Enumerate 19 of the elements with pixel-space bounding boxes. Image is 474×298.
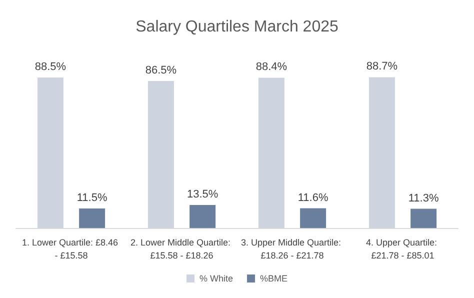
data-label: 11.5% (76, 192, 108, 204)
bar (300, 208, 326, 228)
x-tick-label: 3. Upper Middle Quartile: £18.26 - £21.78 (240, 238, 344, 260)
data-label: 11.6% (298, 192, 328, 204)
bar (79, 208, 106, 228)
x-tick-label: 2. Lower Middle Quartile: £15.58 - £18.26 (130, 238, 234, 260)
legend-label: % White (199, 274, 234, 284)
chart-title: Salary Quartiles March 2025 (136, 18, 338, 36)
legend-label: %BME (260, 274, 288, 284)
data-label: 88.4% (256, 61, 288, 74)
x-tick-label: 1. Lower Quartile: £8.46 - £15.58 (22, 238, 121, 260)
x-tick-label: 4. Upper Quartile: £21.78 - £85.01 (366, 238, 440, 260)
data-label: 13.5% (186, 188, 218, 201)
data-label: 86.5% (145, 64, 177, 76)
data-label: 11.3% (408, 192, 439, 204)
bar (190, 205, 216, 228)
data-label: 88.7% (366, 60, 398, 73)
bar (410, 208, 437, 228)
data-label: 88.5% (34, 61, 66, 74)
